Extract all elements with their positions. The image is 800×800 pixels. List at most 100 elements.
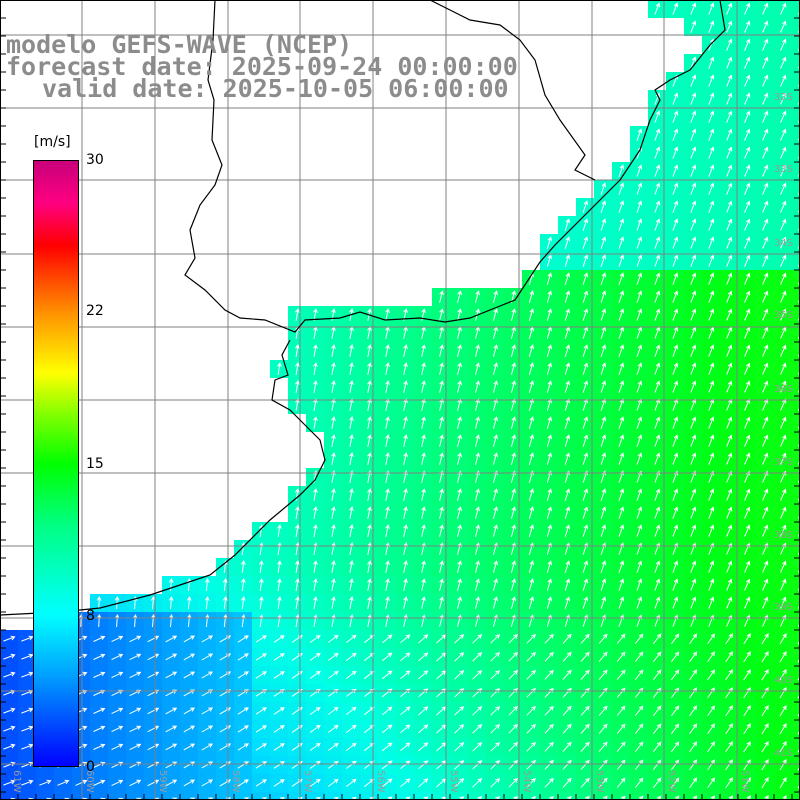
wind-arrow <box>385 578 390 591</box>
wind-speed-cell <box>792 792 800 800</box>
wind-arrow <box>761 632 769 645</box>
wind-arrow <box>385 596 390 609</box>
wind-arrow <box>636 344 643 357</box>
wind-arrow <box>528 308 534 321</box>
wind-arrow <box>309 706 321 715</box>
wind-arrow <box>564 578 571 591</box>
wind-arrow <box>457 380 462 393</box>
wind-arrow <box>510 434 516 447</box>
wind-arrow <box>168 595 174 610</box>
wind-arrow <box>616 759 626 770</box>
wind-arrow <box>183 779 196 787</box>
wind-arrow <box>707 777 715 789</box>
wind-arrow <box>309 778 321 787</box>
wind-arrow <box>708 218 715 231</box>
wind-arrow <box>418 778 429 788</box>
wind-arrow <box>421 578 426 591</box>
wind-speed-cell <box>792 594 800 612</box>
wind-speed-cell <box>792 252 800 270</box>
wind-arrow <box>582 560 589 573</box>
wind-arrow <box>780 434 787 447</box>
wind-arrow <box>562 651 572 662</box>
wind-speed-cell <box>792 360 800 378</box>
wind-arrow <box>93 707 106 714</box>
wind-arrow <box>147 725 160 733</box>
wind-arrow <box>582 290 589 303</box>
wind-arrow <box>652 741 662 753</box>
wind-speed-cell <box>468 792 486 800</box>
wind-arrow <box>744 416 751 429</box>
wind-arrow <box>93 671 106 678</box>
wind-arrow <box>454 724 465 734</box>
wind-arrow <box>313 362 318 375</box>
wind-arrow <box>672 182 679 195</box>
lat-label: 36S <box>774 384 793 395</box>
wind-arrow <box>726 164 733 177</box>
colorbar <box>33 160 79 767</box>
wind-arrow <box>93 635 106 642</box>
wind-arrow <box>600 344 607 357</box>
wind-arrow <box>277 578 282 591</box>
wind-arrow <box>744 254 751 267</box>
wind-arrow <box>403 488 408 502</box>
wind-arrow <box>690 200 697 213</box>
wind-arrow <box>295 308 300 321</box>
wind-arrow <box>457 362 462 375</box>
wind-arrow <box>454 760 465 770</box>
wind-arrow <box>654 236 661 249</box>
wind-speed-cell <box>558 792 576 800</box>
wind-arrow <box>349 488 354 501</box>
wind-arrow <box>582 524 589 537</box>
wind-arrow <box>672 452 679 465</box>
wind-arrow <box>762 74 769 87</box>
valid-date: valid date: 2025-10-05 06:00:00 <box>42 74 509 103</box>
wind-arrow <box>762 20 769 33</box>
wind-arrow <box>598 651 608 662</box>
wind-arrow <box>457 344 462 357</box>
wind-speed-cell <box>486 792 504 800</box>
wind-arrow <box>690 254 697 267</box>
wind-arrow <box>421 506 426 519</box>
wind-arrow <box>746 795 751 800</box>
wind-arrow <box>454 778 465 788</box>
wind-arrow <box>421 524 426 537</box>
wind-speed-cell <box>522 792 540 800</box>
wind-arrow <box>111 635 124 643</box>
wind-arrow <box>295 578 300 591</box>
wind-arrow <box>672 164 679 177</box>
wind-arrow <box>327 742 339 751</box>
wind-speed-cell <box>792 36 800 54</box>
wind-arrow <box>528 596 534 609</box>
wind-arrow <box>313 416 318 429</box>
wind-speed-cell <box>792 0 800 18</box>
wind-arrow <box>672 380 679 393</box>
wind-arrow <box>475 380 480 393</box>
wind-arrow <box>367 452 372 465</box>
wind-arrow <box>636 434 643 447</box>
wind-arrow <box>3 725 16 732</box>
wind-arrow <box>618 398 625 411</box>
wind-arrow <box>652 759 662 771</box>
wind-arrow <box>165 671 178 679</box>
wind-arrow <box>21 779 34 786</box>
wind-arrow <box>313 488 318 501</box>
wind-arrow <box>726 2 733 15</box>
wind-arrow <box>618 596 625 609</box>
wind-arrow <box>690 578 697 591</box>
wind-arrow <box>600 236 607 249</box>
wind-arrow <box>21 707 34 714</box>
wind-arrow <box>490 652 501 662</box>
wind-speed-cell <box>792 756 800 774</box>
wind-arrow <box>690 380 697 393</box>
wind-speed-cell <box>792 720 800 738</box>
wind-arrow <box>761 740 769 753</box>
lat-label: 34S <box>774 238 793 249</box>
wind-arrow <box>726 344 733 357</box>
lon-label: 54W <box>521 770 532 793</box>
wind-arrow <box>600 362 607 375</box>
wind-arrow <box>618 416 625 429</box>
wind-arrow <box>618 200 625 213</box>
wind-arrow <box>475 290 480 303</box>
wind-arrow <box>672 578 679 591</box>
wind-arrow <box>762 362 769 375</box>
